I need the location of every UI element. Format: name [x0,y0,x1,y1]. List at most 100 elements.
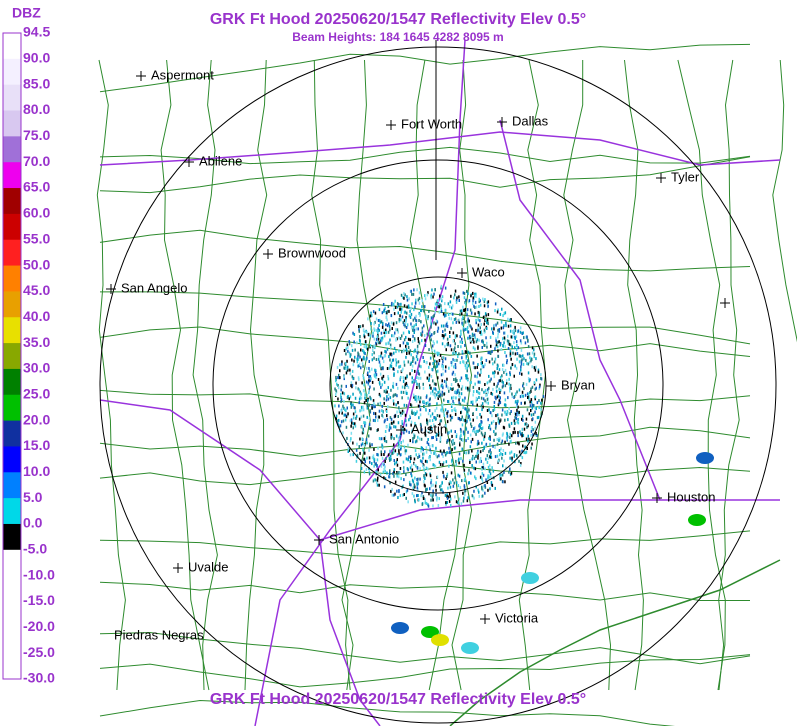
echo [381,356,384,360]
echo [478,338,480,342]
echo [358,328,360,332]
echo [465,354,468,358]
echo [363,421,365,425]
echo [465,298,467,302]
echo [438,460,441,464]
echo [537,368,540,372]
echo [425,395,428,399]
echo [469,417,471,421]
echo [435,488,437,492]
echo [461,356,463,360]
echo [381,336,384,340]
echo [494,445,496,449]
echo [466,311,468,315]
echo [420,449,422,453]
echo [386,414,388,418]
echo [472,337,474,341]
echo [410,420,413,424]
echo [443,398,445,402]
echo [451,442,454,446]
legend-swatch [3,58,21,86]
echo [446,493,448,497]
county-line [99,530,751,558]
echo [383,476,385,480]
echo [489,487,491,491]
echo [402,493,404,497]
echo [526,447,528,450]
echo [418,364,421,368]
echo [466,313,468,317]
echo [417,477,419,481]
echo [441,404,443,408]
echo [361,442,364,446]
echo [403,376,405,380]
echo [481,332,483,336]
echo [421,460,423,464]
echo [380,351,383,355]
echo [373,351,375,355]
echo [452,370,455,374]
echo [434,387,437,391]
echo [434,395,437,399]
echo [393,420,395,424]
echo [337,376,339,380]
echo [481,388,483,392]
echo [365,467,368,471]
echo [470,294,472,298]
echo [499,473,501,477]
echo [462,321,464,325]
echo [507,324,510,328]
echo [414,412,416,416]
echo [396,463,399,467]
echo [464,366,467,370]
echo [506,412,508,416]
echo [375,376,377,379]
echo [413,395,415,399]
echo [516,390,518,394]
echo [407,396,409,400]
echo [473,489,475,493]
echo [395,337,397,341]
echo [373,337,376,341]
echo [498,399,501,403]
echo [413,331,415,334]
echo [484,344,486,347]
echo [454,366,457,370]
echo [345,384,347,388]
echo [474,294,476,298]
echo [480,396,483,400]
echo [478,297,480,301]
echo [405,429,408,433]
echo [382,410,384,414]
echo [480,459,482,463]
echo [427,315,429,319]
echo [442,463,444,467]
echo [516,454,518,458]
echo [408,351,410,355]
echo [499,437,501,441]
echo [374,346,376,350]
echo [433,342,435,346]
echo [368,470,371,474]
echo [368,472,371,476]
echo [459,441,461,445]
echo [504,451,507,455]
echo [403,323,405,327]
echo [521,427,524,431]
echo [471,335,473,339]
echo [422,400,424,404]
echo [514,364,516,368]
echo [377,453,379,457]
echo [352,426,354,430]
echo [445,460,448,464]
echo [482,297,484,301]
echo [486,454,489,458]
city-marker [396,425,406,435]
echo [414,397,416,401]
echo [467,413,469,417]
echo [446,420,449,424]
echo [418,404,421,408]
echo [440,304,442,308]
echo [480,323,482,326]
echo [517,434,519,438]
